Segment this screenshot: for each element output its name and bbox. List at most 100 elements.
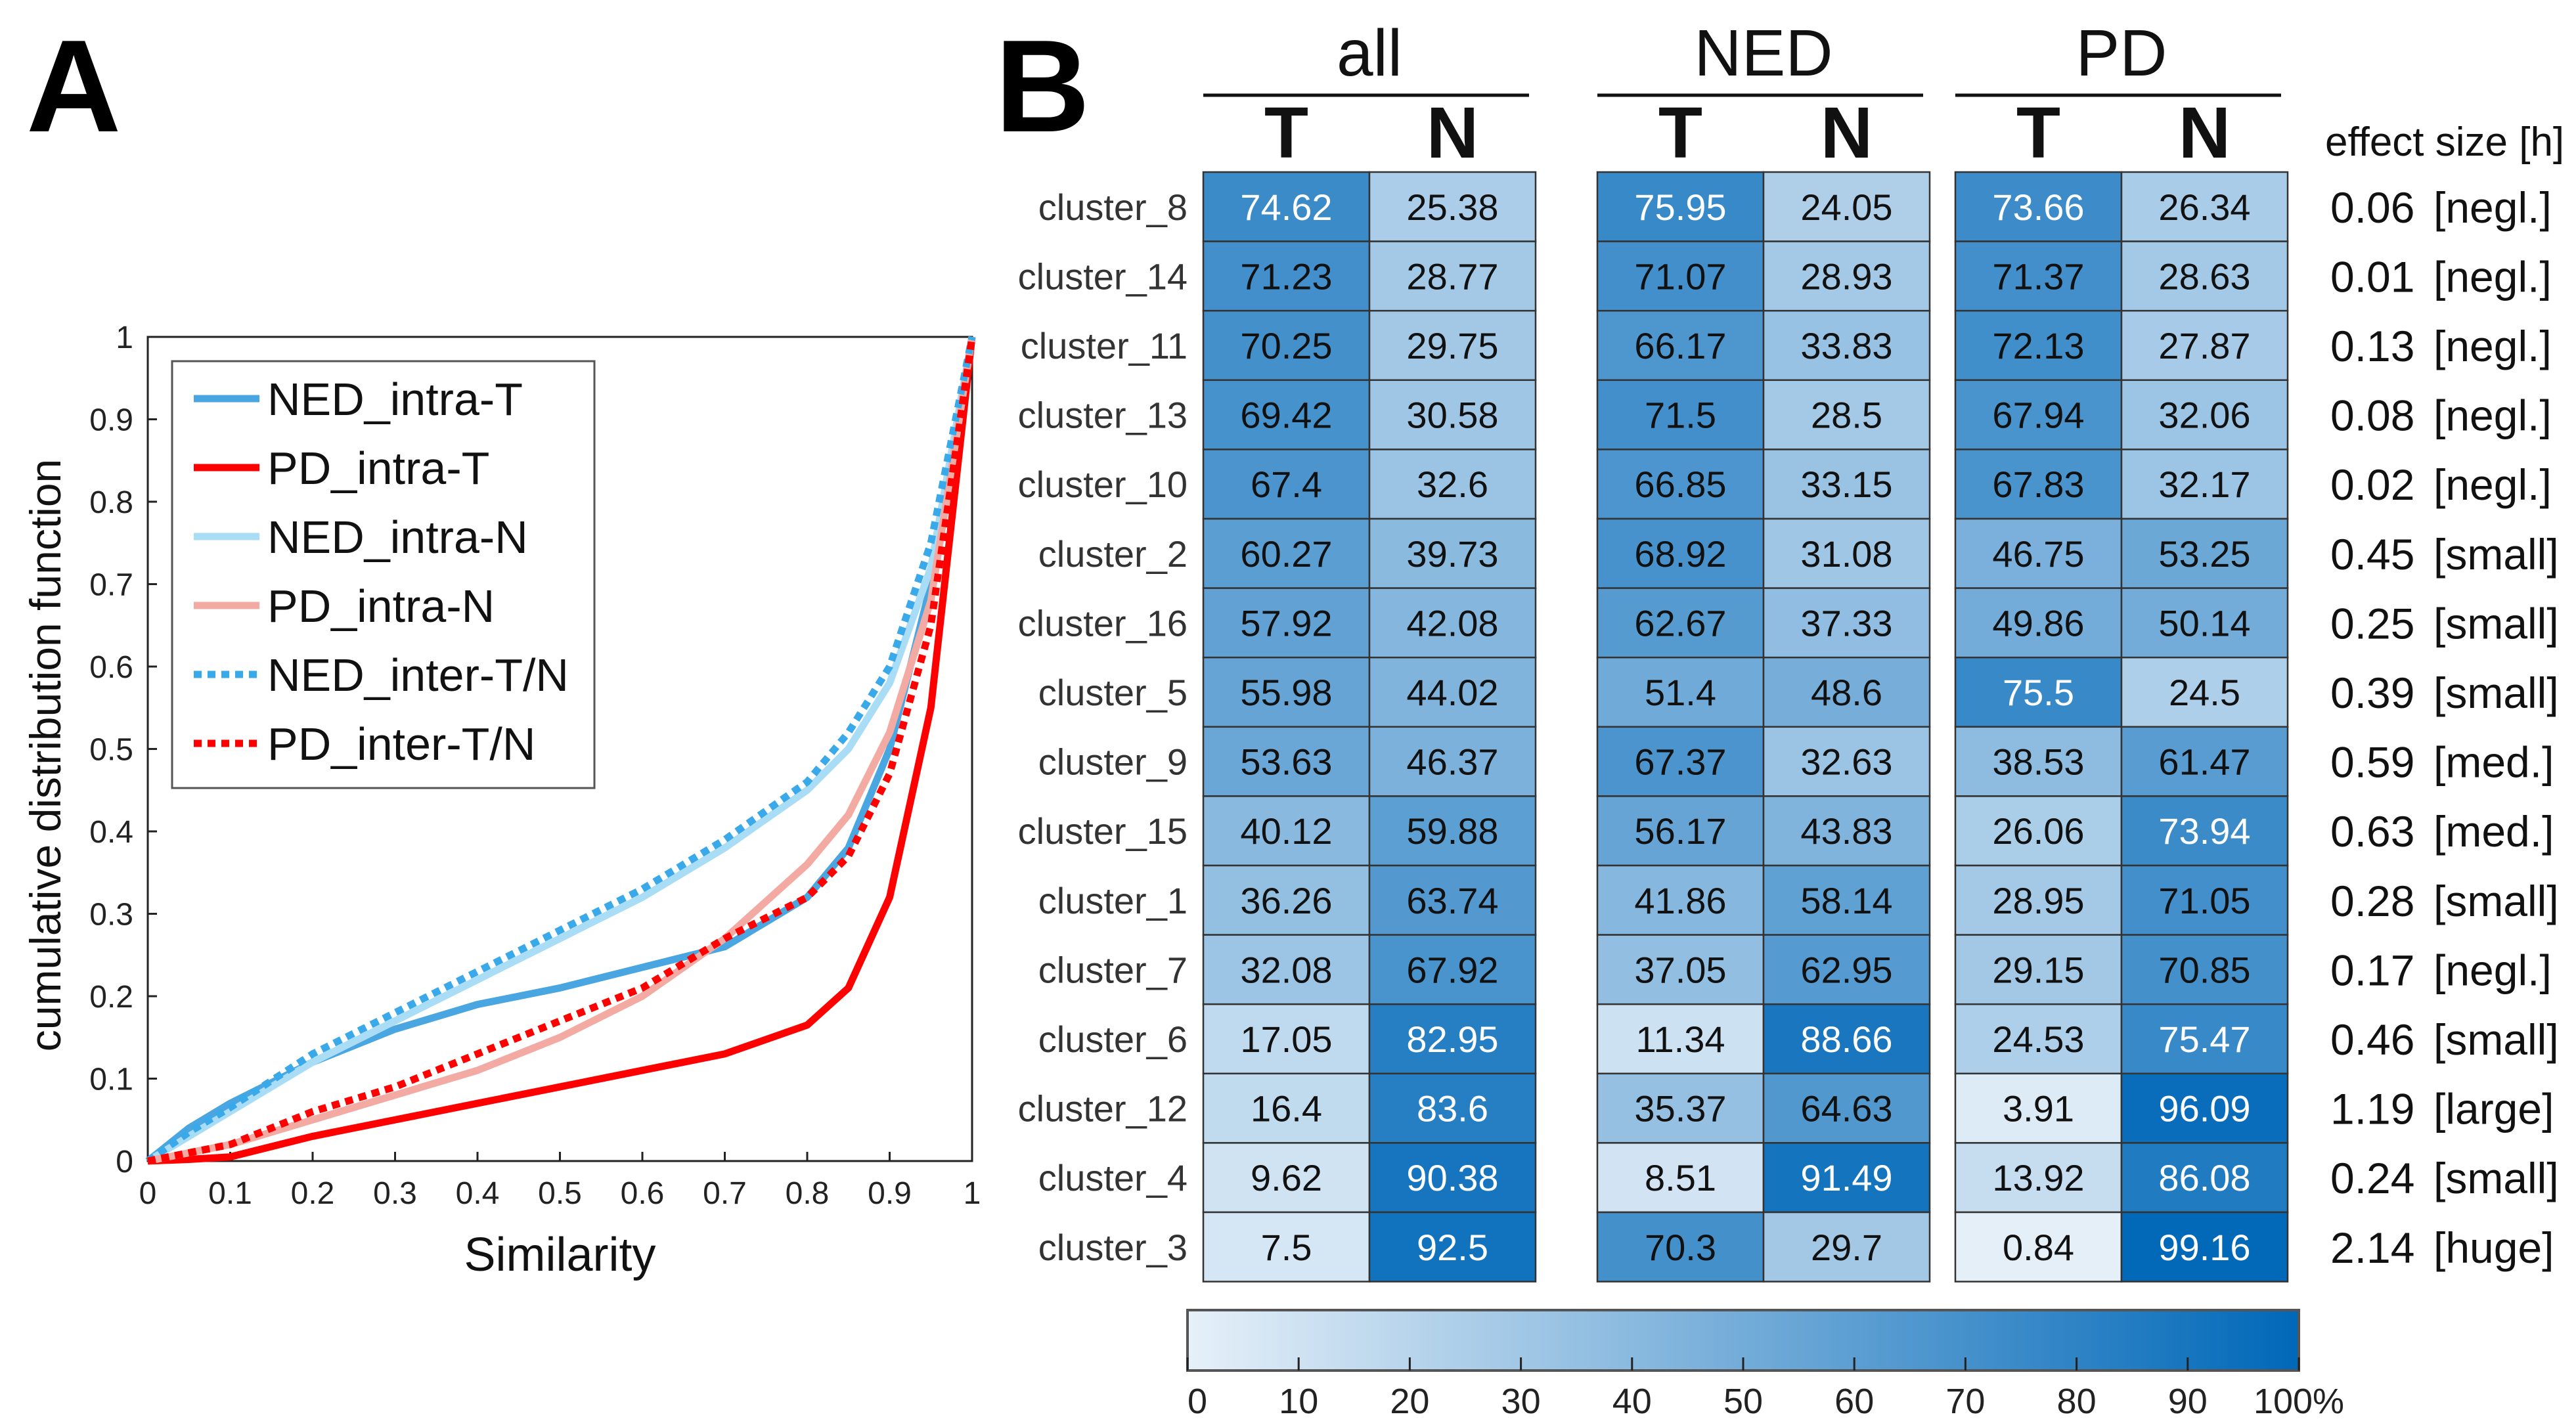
- heatmap-cell: [2120, 1142, 2289, 1214]
- cell-value: 31.08: [1800, 533, 1892, 575]
- effect-size-header: effect size [h]: [2325, 120, 2564, 165]
- cell-value: 28.63: [2158, 255, 2250, 297]
- effect-size-value: 0.01: [2330, 252, 2414, 301]
- row-label: cluster_16: [1018, 602, 1188, 644]
- x-tick-label: 0.3: [373, 1176, 417, 1211]
- effect-size-category: [negl.]: [2433, 391, 2552, 440]
- cell-value: 50.14: [2158, 602, 2250, 644]
- y-tick-label: 0.7: [89, 568, 133, 603]
- effect-size-value: 0.25: [2330, 599, 2414, 648]
- heatmap-cell: [1762, 517, 1931, 589]
- heatmap-cell: [2120, 726, 2289, 797]
- cell-value: 32.06: [2158, 395, 2250, 436]
- heatmap-cell: [1368, 587, 1537, 659]
- colorbar-tick-label: 100%: [2254, 1382, 2344, 1421]
- x-tick-label: 0.2: [291, 1176, 335, 1211]
- heatmap-cell: [1202, 934, 1371, 1005]
- x-tick-label: 0.1: [208, 1176, 252, 1211]
- cell-value: 35.37: [1634, 1088, 1726, 1130]
- heatmap-cell: [2120, 934, 2289, 1005]
- x-tick-label: 0.9: [868, 1176, 912, 1211]
- cell-value: 49.86: [1992, 602, 2084, 644]
- heatmap-cell: [2120, 1003, 2289, 1075]
- heatmap-cell: [1368, 656, 1537, 728]
- cell-value: 39.73: [1406, 533, 1498, 575]
- effect-size-value: 2.14: [2330, 1223, 2414, 1272]
- cell-value: 67.92: [1406, 949, 1498, 990]
- heatmap-cell: [1596, 1072, 1765, 1144]
- heatmap-cell: [1368, 795, 1537, 867]
- effect-size-category: [small]: [2433, 599, 2559, 648]
- heatmap-cell: [2120, 864, 2289, 936]
- row-label: cluster_12: [1018, 1088, 1188, 1130]
- heatmap-cell: [1954, 864, 2123, 936]
- heatmap-cell: [1762, 795, 1931, 867]
- cell-value: 37.33: [1800, 602, 1892, 644]
- heatmap-cell: [1762, 171, 1931, 242]
- heatmap-cell: [1202, 379, 1371, 450]
- legend-label: NED_intra-T: [267, 374, 523, 425]
- legend-label: PD_inter-T/N: [267, 718, 535, 770]
- cell-value: 53.63: [1240, 741, 1332, 783]
- x-axis-label: Similarity: [464, 1229, 655, 1281]
- cell-value: 67.94: [1992, 395, 2084, 436]
- cell-value: 7.5: [1261, 1227, 1312, 1268]
- colorbar-tick-label: 20: [1390, 1382, 1429, 1421]
- row-label: cluster_3: [1038, 1227, 1188, 1268]
- y-tick-label: 0.4: [89, 815, 133, 850]
- heatmap-cell: [1202, 587, 1371, 659]
- effect-size-category: [negl.]: [2433, 183, 2552, 232]
- effect-size-category: [small]: [2433, 669, 2559, 717]
- cell-value: 67.37: [1634, 741, 1726, 783]
- colorbar-tick-label: 40: [1612, 1382, 1652, 1421]
- cell-value: 73.94: [2158, 810, 2250, 852]
- heatmap-cell: [1202, 1142, 1371, 1214]
- x-tick-label: 0: [139, 1176, 157, 1211]
- cell-value: 24.05: [1800, 187, 1892, 228]
- heatmap-cell: [1954, 934, 2123, 1005]
- row-label: cluster_14: [1018, 255, 1188, 297]
- cell-value: 56.17: [1634, 810, 1726, 852]
- y-tick-label: 1: [116, 320, 133, 355]
- colorbar-tick-label: 10: [1279, 1382, 1318, 1421]
- cell-value: 38.53: [1992, 741, 2084, 783]
- colorbar-tick-label: 0: [1188, 1382, 1207, 1421]
- cell-value: 90.38: [1406, 1157, 1498, 1198]
- group-header-ned: NED: [1694, 16, 1832, 90]
- cell-value: 28.77: [1406, 255, 1498, 297]
- cell-value: 63.74: [1406, 880, 1498, 921]
- heatmap-cell: [1368, 449, 1537, 520]
- heatmap-cell: [1202, 1003, 1371, 1075]
- heatmap-cell: [1596, 517, 1765, 589]
- heatmap-cell: [2120, 587, 2289, 659]
- effect-size-value: 0.24: [2330, 1154, 2414, 1202]
- heatmap-cell: [2120, 449, 2289, 520]
- row-label: cluster_4: [1038, 1157, 1188, 1198]
- heatmap-cell: [2120, 517, 2289, 589]
- effect-size-category: [med.]: [2433, 738, 2554, 787]
- effect-size-category: [large]: [2433, 1085, 2554, 1133]
- cell-value: 92.5: [1417, 1227, 1488, 1268]
- heatmap-cell: [1596, 864, 1765, 936]
- cell-value: 46.75: [1992, 533, 2084, 575]
- heatmap-cell: [2120, 240, 2289, 312]
- cell-value: 24.53: [1992, 1019, 2084, 1060]
- heatmap-cell: [2120, 309, 2289, 382]
- heatmap-cell: [1368, 934, 1537, 1005]
- cell-value: 57.92: [1240, 602, 1332, 644]
- cell-value: 59.88: [1406, 810, 1498, 852]
- cell-value: 0.84: [2003, 1227, 2074, 1268]
- heatmap-cell: [1762, 309, 1931, 382]
- cell-value: 68.92: [1634, 533, 1726, 575]
- heatmap-cell: [1596, 1211, 1765, 1283]
- cell-value: 41.86: [1634, 880, 1726, 921]
- y-tick-label: 0.8: [89, 485, 133, 520]
- column-header-n: N: [1427, 93, 1478, 173]
- effect-size-value: 0.17: [2330, 946, 2414, 994]
- heatmap-cell: [1762, 240, 1931, 312]
- group-header-pd: PD: [2076, 16, 2167, 90]
- heatmap-cell: [1202, 240, 1371, 312]
- cell-value: 36.26: [1240, 880, 1332, 921]
- legend: NED_intra-T PD_intra-T NED_intra-N PD_intra…: [171, 360, 596, 789]
- heatmap-cell: [1596, 587, 1765, 659]
